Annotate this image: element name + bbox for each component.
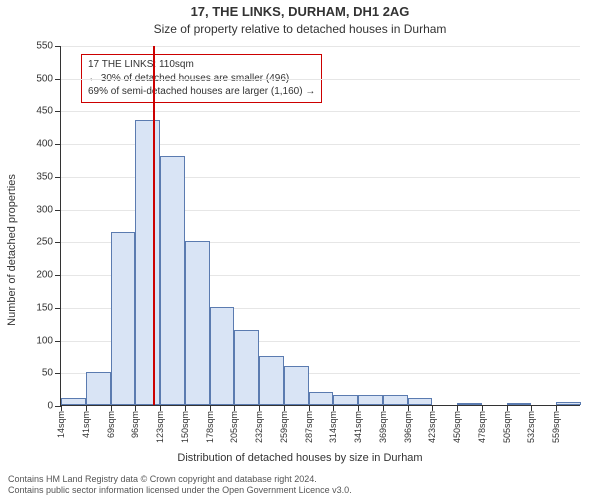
x-tick-label: 341sqm <box>353 411 363 443</box>
x-tick-label: 532sqm <box>526 411 536 443</box>
bar <box>61 398 86 405</box>
bar <box>284 366 309 405</box>
y-tick-label: 400 <box>36 139 53 150</box>
bar <box>333 395 358 405</box>
y-tick <box>55 210 61 211</box>
annotation-line: 17 THE LINKS: 110sqm <box>88 58 315 72</box>
x-tick-label: 450sqm <box>452 411 462 443</box>
y-tick <box>55 275 61 276</box>
page-subtitle: Size of property relative to detached ho… <box>0 22 600 36</box>
x-axis-label: Distribution of detached houses by size … <box>0 452 600 464</box>
footer-line: Contains public sector information licen… <box>8 485 592 496</box>
x-tick-label: 287sqm <box>304 411 314 443</box>
bar <box>135 120 160 405</box>
bar <box>259 356 284 405</box>
y-tick-label: 50 <box>42 368 53 379</box>
x-tick-label: 259sqm <box>279 411 289 443</box>
x-tick-label: 14sqm <box>56 411 66 438</box>
bar <box>358 395 383 405</box>
bar <box>210 307 235 405</box>
annotation-line: 69% of semi-detached houses are larger (… <box>88 85 315 99</box>
bar <box>457 403 482 405</box>
bar <box>86 372 111 405</box>
x-tick-label: 559sqm <box>551 411 561 443</box>
bar <box>383 395 408 405</box>
y-axis-label: Number of detached properties <box>6 174 18 326</box>
x-tick-label: 369sqm <box>378 411 388 443</box>
x-tick-label: 150sqm <box>180 411 190 443</box>
x-tick-label: 478sqm <box>477 411 487 443</box>
bar <box>507 403 532 405</box>
footer: Contains HM Land Registry data © Crown c… <box>8 474 592 497</box>
x-tick-label: 41sqm <box>81 411 91 438</box>
x-tick-label: 96sqm <box>130 411 140 438</box>
bar <box>309 392 334 405</box>
y-tick-label: 0 <box>47 401 53 412</box>
gridline <box>61 79 580 80</box>
chart-area: 17 THE LINKS: 110sqm ← 30% of detached h… <box>60 46 580 406</box>
bar <box>160 156 185 405</box>
y-tick <box>55 177 61 178</box>
x-tick-label: 505sqm <box>502 411 512 443</box>
footer-line: Contains HM Land Registry data © Crown c… <box>8 474 592 485</box>
x-tick-label: 232sqm <box>254 411 264 443</box>
bar <box>111 232 136 405</box>
y-tick-label: 350 <box>36 171 53 182</box>
x-tick-label: 178sqm <box>205 411 215 443</box>
x-tick-label: 123sqm <box>155 411 165 443</box>
x-tick-label: 423sqm <box>427 411 437 443</box>
gridline <box>61 46 580 47</box>
y-tick <box>55 79 61 80</box>
y-tick-label: 500 <box>36 73 53 84</box>
y-tick <box>55 308 61 309</box>
x-tick-label: 396sqm <box>403 411 413 443</box>
bar <box>556 402 581 405</box>
x-tick-label: 314sqm <box>328 411 338 443</box>
y-tick <box>55 242 61 243</box>
y-tick-label: 150 <box>36 302 53 313</box>
y-tick-label: 300 <box>36 204 53 215</box>
y-tick-label: 450 <box>36 106 53 117</box>
y-tick <box>55 46 61 47</box>
y-tick <box>55 341 61 342</box>
y-tick <box>55 111 61 112</box>
x-tick-label: 205sqm <box>229 411 239 443</box>
gridline <box>61 111 580 112</box>
y-tick <box>55 373 61 374</box>
page-title: 17, THE LINKS, DURHAM, DH1 2AG <box>0 4 600 19</box>
bar <box>185 241 210 405</box>
bar <box>408 398 433 405</box>
x-tick-label: 69sqm <box>106 411 116 438</box>
y-tick-label: 100 <box>36 335 53 346</box>
y-tick <box>55 144 61 145</box>
y-tick-label: 200 <box>36 270 53 281</box>
marker-line <box>153 46 155 405</box>
bar <box>234 330 259 405</box>
y-tick-label: 550 <box>36 41 53 52</box>
y-tick-label: 250 <box>36 237 53 248</box>
